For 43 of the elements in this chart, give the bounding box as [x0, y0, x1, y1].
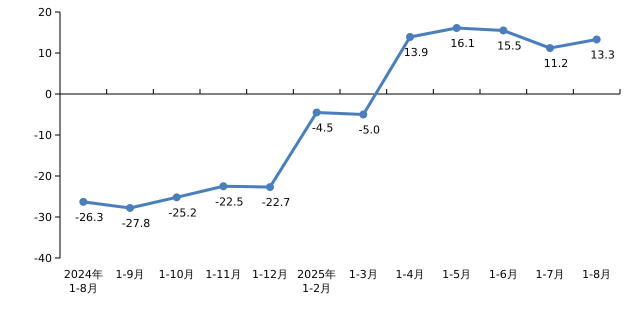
point	[592, 35, 601, 44]
data-label: -22.7	[262, 196, 290, 210]
point	[126, 204, 134, 212]
y-tick-label: 10	[38, 47, 52, 60]
point	[219, 182, 228, 190]
data-label: 15.5	[497, 39, 522, 52]
x-tick-label: 1-12月	[252, 268, 288, 281]
point	[359, 110, 368, 118]
x-tick-label: 1-6月	[488, 268, 518, 281]
x-tick-label: 1-7月	[536, 268, 564, 281]
y-tick-label: -10	[34, 129, 52, 142]
y-tick-label: 20	[38, 6, 52, 19]
point	[546, 44, 554, 52]
point	[79, 198, 88, 206]
y-tick-label: -40	[34, 252, 52, 265]
point	[266, 183, 274, 192]
point	[499, 26, 508, 34]
x-tick-label: 2024年 1-8月	[64, 268, 103, 295]
y-tick-label: -20	[34, 170, 52, 183]
x-tick-label: 1-4月	[396, 268, 424, 281]
point	[406, 33, 414, 42]
x-tick-label: 1-8月	[582, 268, 612, 281]
data-label: 16.1	[450, 36, 475, 50]
x-tick-label: 1-10月	[158, 268, 195, 281]
data-label: 11.2	[544, 57, 568, 70]
x-tick-label: 1-11月	[205, 268, 242, 281]
data-label: -4.5	[312, 121, 334, 134]
y-tick-label: 0	[45, 88, 52, 101]
x-tick-label: 1-5月	[442, 268, 472, 281]
data-label: -27.8	[122, 216, 150, 230]
data-label: -22.5	[215, 195, 244, 208]
x-tick-label: 2025年 1-2月	[297, 268, 336, 295]
x-tick-label: 1-3月	[348, 268, 378, 281]
point	[312, 108, 321, 116]
y-tick-label: -30	[34, 211, 52, 224]
data-label: 13.9	[404, 46, 428, 60]
data-label: 13.3	[590, 48, 615, 62]
point	[452, 24, 461, 32]
data-label: -5.0	[358, 124, 380, 136]
data-label: -25.2	[168, 206, 197, 220]
point	[172, 193, 181, 202]
data-label: -26.3	[75, 210, 104, 224]
x-tick-label: 1-9月	[116, 268, 144, 281]
